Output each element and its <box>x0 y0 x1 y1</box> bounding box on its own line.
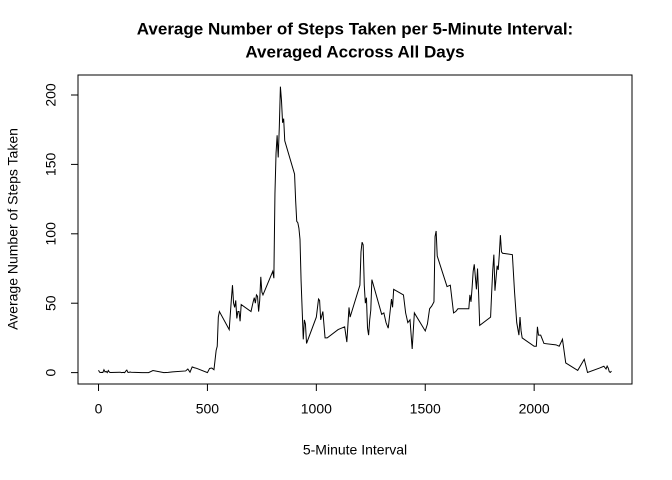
y-tick-label: 100 <box>43 222 59 246</box>
x-tick-label: 0 <box>95 401 103 417</box>
y-tick-label: 0 <box>43 369 59 377</box>
x-axis-label: 5-Minute Interval <box>303 442 407 458</box>
y-tick-label: 150 <box>43 153 59 177</box>
x-tick-label: 1500 <box>410 401 441 417</box>
y-tick-label: 200 <box>43 83 59 107</box>
x-tick-label: 500 <box>196 401 220 417</box>
chart-title: Averaged Accross All Days <box>245 42 464 61</box>
chart-title: Average Number of Steps Taken per 5-Minu… <box>137 19 573 38</box>
x-tick-label: 2000 <box>519 401 550 417</box>
plot-box <box>77 74 633 385</box>
x-tick-label: 1000 <box>301 401 332 417</box>
y-tick-label: 50 <box>43 295 59 311</box>
line <box>98 86 612 374</box>
y-axis-label: Average Number of Steps Taken <box>5 128 21 330</box>
